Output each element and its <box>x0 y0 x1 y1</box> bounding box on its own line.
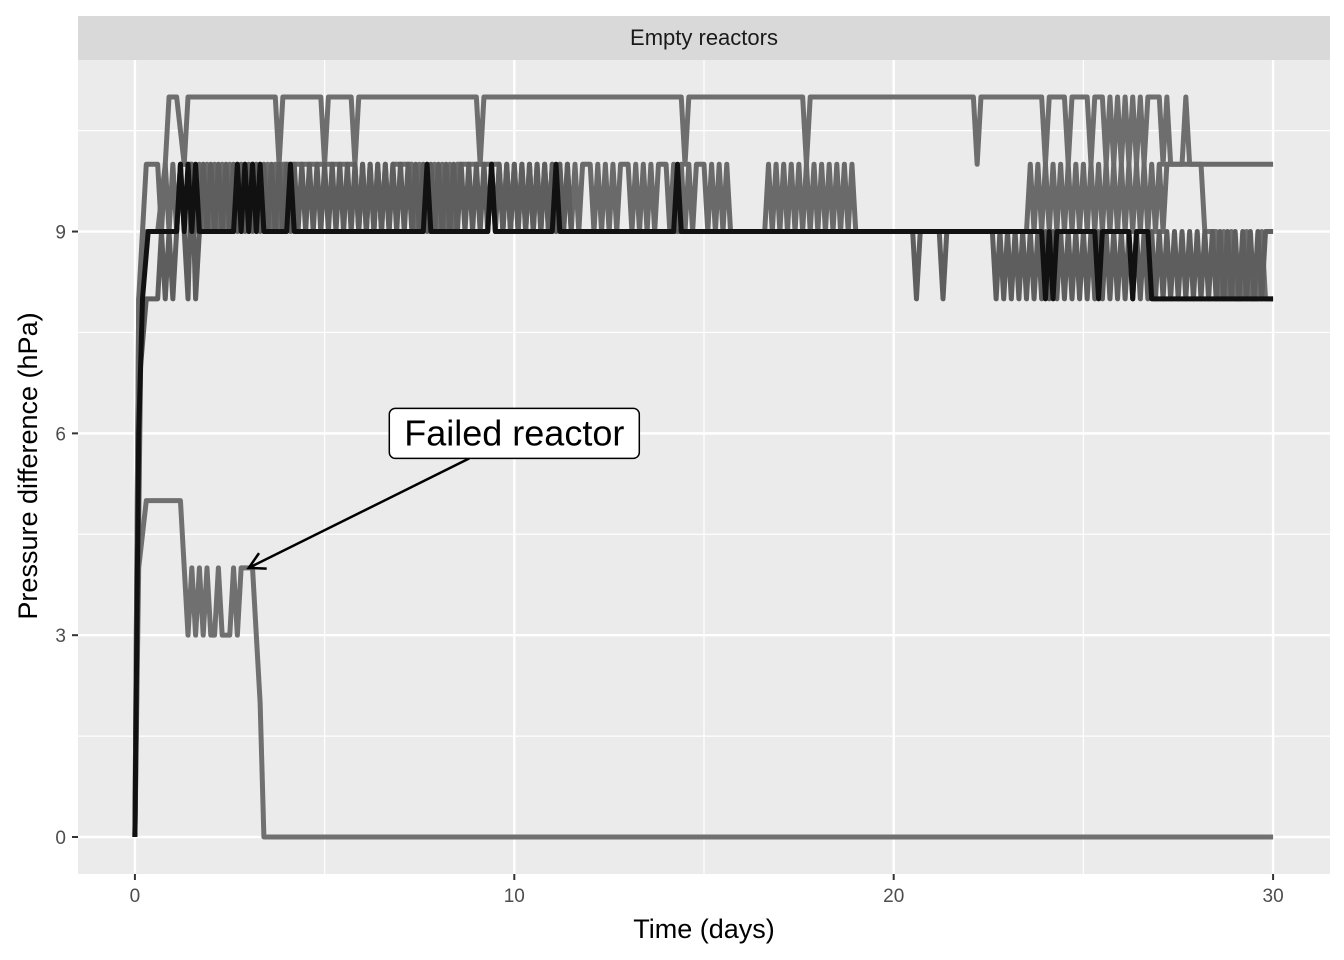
series-line-1 <box>132 498 1274 840</box>
y-tick-label: 9 <box>55 223 66 244</box>
y-tick-label: 6 <box>55 424 66 445</box>
annotation-arrow <box>248 457 470 570</box>
y-tick-label: 3 <box>55 626 66 647</box>
x-axis-title: Time (days) <box>633 914 775 944</box>
x-axis-ticks: 0 10 20 30 <box>130 874 1284 907</box>
annotation-label: Failed reactor <box>404 412 624 453</box>
facet-label: Empty reactors <box>630 25 778 50</box>
failed-reactor-annotation: Failed reactor <box>246 407 641 570</box>
x-tick-label: 0 <box>130 886 141 907</box>
facet-strip <box>78 16 1330 60</box>
x-tick-label: 20 <box>883 886 904 907</box>
x-tick-label: 10 <box>504 886 525 907</box>
series-lines <box>132 94 1274 840</box>
series-line-5 <box>132 161 1274 838</box>
x-tick-label: 30 <box>1263 886 1284 907</box>
annotation-label-box <box>388 407 641 460</box>
y-tick-label: 0 <box>55 828 66 849</box>
y-axis-ticks: 0 3 6 9 <box>55 223 78 849</box>
annotation-arrowhead <box>246 552 267 570</box>
y-axis-title: Pressure difference (hPa) <box>13 312 43 619</box>
